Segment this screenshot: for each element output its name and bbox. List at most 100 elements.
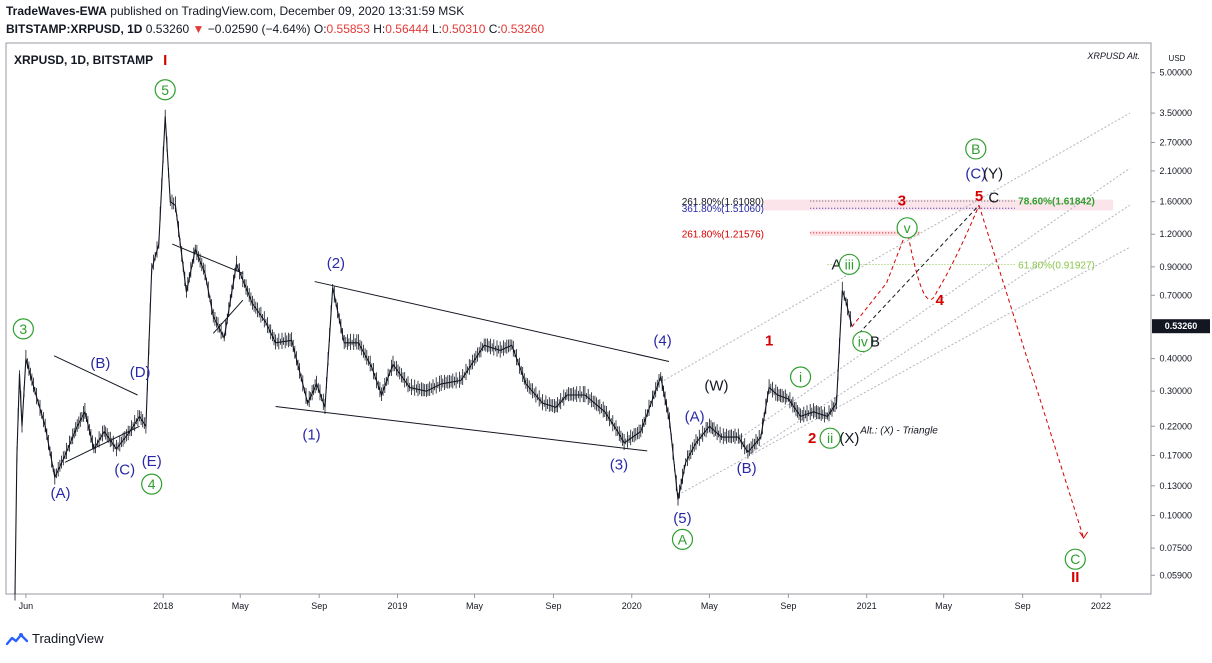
wave-label-circle	[12, 318, 34, 340]
high-label: H:	[373, 22, 386, 36]
price-tick-label: 0.07500	[1159, 543, 1192, 553]
wave-label-circle	[1064, 548, 1086, 570]
price-tick-label: 2.10000	[1159, 166, 1192, 176]
price-tick-label: 0.17000	[1159, 450, 1192, 460]
price-tick-label: 5.00000	[1159, 68, 1192, 78]
publisher-name[interactable]: TradeWaves-EWA	[6, 4, 107, 18]
wave-label: (4)	[653, 332, 671, 349]
wave-label: (A)	[685, 408, 705, 425]
wave-label-circle	[789, 366, 812, 388]
wave-label: 2	[808, 430, 816, 447]
time-tick-label: 2021	[857, 601, 877, 611]
wave-label-circle	[896, 217, 918, 239]
time-tick-label: Sep	[311, 601, 327, 611]
price-tick-label: 3.50000	[1159, 108, 1192, 118]
wave-label-circle	[819, 427, 841, 449]
triangle-lower-line	[275, 406, 648, 452]
price-axis-ticks: 5.00000 3.50000 2.70000 2.10000 1.60000 1.200…	[1151, 68, 1210, 580]
wave-label: (5)	[673, 510, 691, 527]
time-tick-label: Sep	[545, 601, 561, 611]
wave-label-circle	[141, 473, 163, 495]
wave-label-circle	[838, 253, 860, 275]
wave-label: (D)	[130, 364, 151, 381]
wave-label: C	[988, 190, 999, 207]
close-label: C:	[488, 22, 501, 36]
wave-label: iii	[845, 256, 854, 272]
symbol-name: BITSTAMP:XRPUSD, 1D	[6, 22, 143, 36]
chart-container: 5.00000 3.50000 2.70000 2.10000 1.60000 1.200…	[0, 40, 1212, 658]
channel-line-upper	[663, 112, 1131, 381]
wave-label: ii	[827, 430, 833, 446]
price-tick-label: 2.70000	[1159, 137, 1192, 147]
wave-label: A	[832, 256, 842, 273]
tradingview-logo-icon	[6, 632, 28, 645]
zone-highlights	[763, 199, 1114, 265]
wedge-lower-line	[64, 425, 140, 463]
wave-label: (X)	[839, 430, 859, 447]
time-tick-label: May	[701, 601, 719, 611]
flag-upper-line	[172, 243, 244, 274]
fib-annotations: 261.80%(1.61080)361.80%(1.51060) 261.80%(…	[682, 196, 1095, 436]
triangle-upper-line	[314, 281, 670, 362]
channel-line-middle	[741, 167, 1131, 438]
projection-line	[858, 204, 980, 334]
publish-line: TradeWaves-EWA published on TradingView.…	[6, 4, 464, 18]
forecast-arrowhead-icon	[1079, 531, 1089, 539]
time-tick-label: May	[466, 601, 484, 611]
wave-label: 4	[148, 476, 156, 492]
price-tick-label: 0.40000	[1159, 354, 1192, 364]
wave-label: v	[904, 220, 911, 236]
wave-label: (B)	[737, 460, 757, 477]
wave-label: B	[971, 141, 980, 157]
wave-label: (3)	[610, 456, 628, 473]
wave-label: B	[870, 334, 880, 351]
wedge-upper-line	[53, 355, 138, 396]
publish-info: published on TradingView.com, December 0…	[110, 4, 465, 18]
target-zone-upper	[763, 199, 1114, 211]
wave-labels: I 5 3 (A) (B) (C) (D) (E) 4 (1) (2) (3) (4) (5) A (A) (W…	[12, 52, 1086, 586]
chart-title: XRPUSD, 1D, BITSTAMP	[14, 53, 153, 67]
price-series	[14, 109, 853, 601]
wave-label: 5	[161, 82, 169, 98]
wave-label: (E)	[142, 453, 162, 470]
time-tick-label: 2019	[387, 601, 407, 611]
change-arrow-icon: ▼	[192, 22, 205, 36]
time-tick-label: 2022	[1091, 601, 1111, 611]
wave-label: 5	[975, 188, 983, 205]
price-tick-label: 0.05900	[1159, 570, 1192, 580]
time-tick-label: Sep	[1015, 601, 1031, 611]
wave-label: (C)	[114, 462, 135, 479]
last-price-tag	[1152, 319, 1210, 334]
wave-label: 3	[19, 321, 27, 337]
time-tick-label: 2020	[622, 601, 642, 611]
chart-watermark: XRPUSD Alt.	[1086, 51, 1140, 61]
plot-frame	[5, 42, 1152, 595]
wave-label: iv	[858, 334, 868, 350]
tradingview-logo[interactable]: TradingView	[6, 631, 104, 646]
price-tick-label: 1.20000	[1159, 229, 1192, 239]
open-label: O:	[313, 22, 327, 36]
price-tick-label: 0.90000	[1159, 262, 1192, 272]
wave-label: (A)	[51, 485, 71, 502]
price-axis-unit: USD	[1169, 54, 1186, 63]
wave-label: II	[1071, 569, 1079, 586]
price-tick-label: 0.10000	[1159, 511, 1192, 521]
forecast-path-up	[851, 205, 980, 328]
low-value: 0.50310	[442, 22, 486, 36]
wave-label: (2)	[327, 255, 345, 272]
wave-label: 3	[898, 192, 906, 209]
wave-label: A	[678, 531, 688, 547]
wave-label-circle	[671, 528, 694, 550]
price-tick-label: 0.13000	[1159, 481, 1192, 491]
high-value: 0.56444	[385, 22, 429, 36]
wave-label: C	[1070, 551, 1080, 567]
fib-annotation: 261.80%(1.61080)	[682, 197, 764, 208]
fib-annotation: 78.60%(1.61842)	[1018, 196, 1095, 207]
fib-annotation: 61.80%(0.91927)	[1018, 260, 1095, 271]
time-axis-ticks: Jun 2018 May Sep 2019 May Sep 2020 May Sep 2021 May…	[19, 594, 1111, 611]
price-chart[interactable]: 5.00000 3.50000 2.70000 2.10000 1.60000 1.200…	[0, 40, 1212, 658]
price-tick-label: 1.60000	[1159, 197, 1192, 207]
fib-annotation: Alt.: (X) - Triangle	[859, 425, 938, 436]
forecast-path-down	[978, 205, 1085, 539]
last-price-tag-text: 0.53260	[1165, 321, 1198, 331]
